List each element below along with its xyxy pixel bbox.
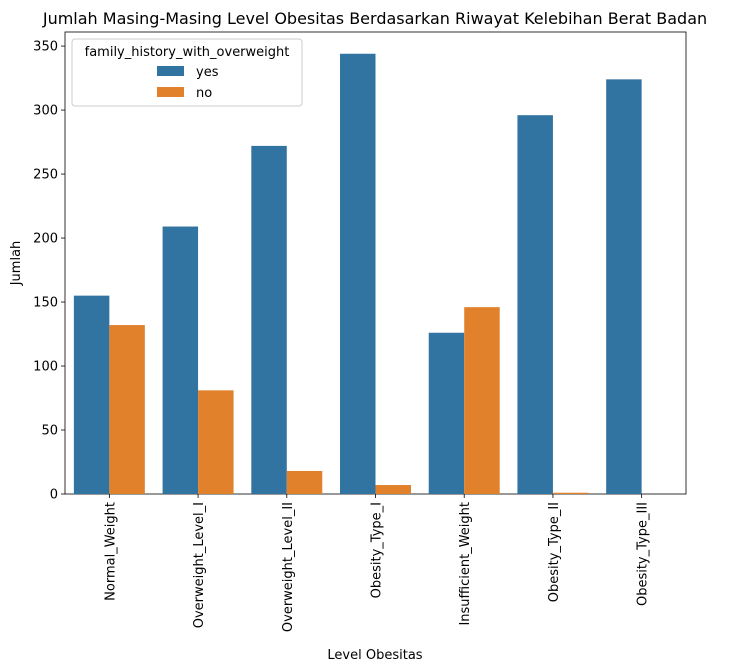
y-tick-label: 250 — [33, 168, 58, 183]
bar-yes-Overweight_Level_I — [162, 226, 199, 495]
legend-swatch-no — [157, 87, 184, 97]
legend-label-no: no — [196, 86, 212, 101]
y-tick-label: 100 — [33, 360, 58, 375]
bar-yes-Overweight_Level_II — [251, 145, 287, 495]
x-tick-label: Obesity_Type_I — [370, 502, 385, 598]
bar-no-Normal_Weight — [109, 325, 145, 494]
y-tick-label: 300 — [33, 104, 58, 119]
bar-yes-Obesity_Type_II — [517, 115, 553, 494]
x-tick-label: Overweight_Level_II — [281, 502, 296, 632]
x-tick-label: Overweight_Level_I — [192, 502, 207, 628]
bar-no-Overweight_Level_I — [198, 390, 234, 494]
y-tick-label: 350 — [33, 40, 58, 55]
bar-yes-Normal_Weight — [73, 295, 110, 494]
y-tick-label: 50 — [41, 424, 58, 439]
bar-no-Obesity_Type_I — [375, 485, 411, 494]
x-tick-label: Obesity_Type_II — [547, 502, 562, 602]
x-axis: Normal_Weight Overweight_Level_I Overweigh… — [103, 494, 651, 632]
bar-yes-Insufficient_Weight — [428, 332, 465, 494]
bar-no-Insufficient_Weight — [464, 307, 500, 494]
x-axis-label: Level Obesitas — [327, 648, 422, 663]
y-tick-label: 150 — [33, 296, 58, 311]
chart-title: Jumlah Masing-Masing Level Obesitas Berd… — [42, 9, 707, 28]
y-tick-label: 0 — [50, 488, 58, 503]
legend-box — [71, 38, 303, 107]
legend-title: family_history_with_overweight — [85, 45, 290, 60]
y-axis: 0 50 100 150 200 250 300 350 — [33, 40, 65, 503]
bar-yes-Obesity_Type_I — [340, 53, 376, 495]
x-tick-label: Normal_Weight — [103, 502, 118, 601]
bar-no-Overweight_Level_II — [286, 470, 323, 494]
legend-label-yes: yes — [196, 65, 219, 80]
y-axis-label: Jumlah — [9, 241, 24, 287]
x-tick-label: Obesity_Type_III — [636, 502, 651, 606]
x-tick-label: Insufficient_Weight — [458, 502, 473, 626]
y-tick-label: 200 — [33, 232, 58, 247]
bars-group — [73, 53, 642, 495]
legend-swatch-yes — [157, 66, 184, 76]
bar-no-Obesity_Type_II — [552, 492, 589, 494]
bar-yes-Obesity_Type_III — [606, 79, 642, 494]
